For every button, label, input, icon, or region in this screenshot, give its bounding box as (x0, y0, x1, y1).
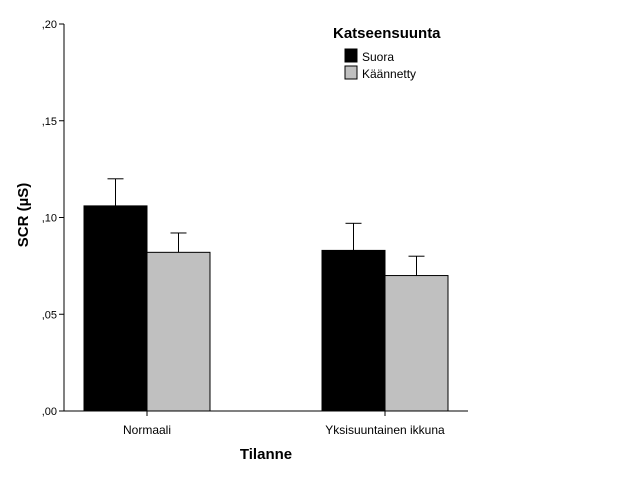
y-tick-label: ,20 (42, 19, 57, 31)
y-tick-label: ,15 (42, 116, 57, 128)
legend-swatch-suora (344, 48, 358, 63)
y-tick-label: ,05 (42, 309, 57, 321)
bar (83, 205, 148, 412)
bars-group (83, 205, 449, 412)
legend-title: Katseensuunta (333, 25, 441, 42)
bar (384, 275, 449, 412)
error-bars-group (107, 178, 425, 276)
x-ticks: Normaali Yksisuuntainen ikkuna (123, 411, 445, 437)
bar (321, 249, 386, 412)
x-tick-label: Normaali (123, 423, 171, 437)
x-tick-label: Yksisuuntainen ikkuna (325, 423, 445, 437)
legend-swatch-kaannetty (344, 65, 358, 80)
y-ticks: ,00 ,05 ,10 ,15 ,20 (42, 19, 64, 418)
legend-label-kaannetty: Käännetty (362, 67, 416, 81)
x-axis-title: Tilanne (240, 446, 292, 463)
y-axis-title: SCR (µS) (15, 183, 32, 247)
y-tick-label: ,10 (42, 213, 57, 225)
legend-label-suora: Suora (362, 50, 394, 64)
legend: Katseensuunta Suora Käännetty (333, 25, 441, 81)
y-tick-label: ,00 (42, 406, 57, 418)
bar (146, 251, 211, 412)
